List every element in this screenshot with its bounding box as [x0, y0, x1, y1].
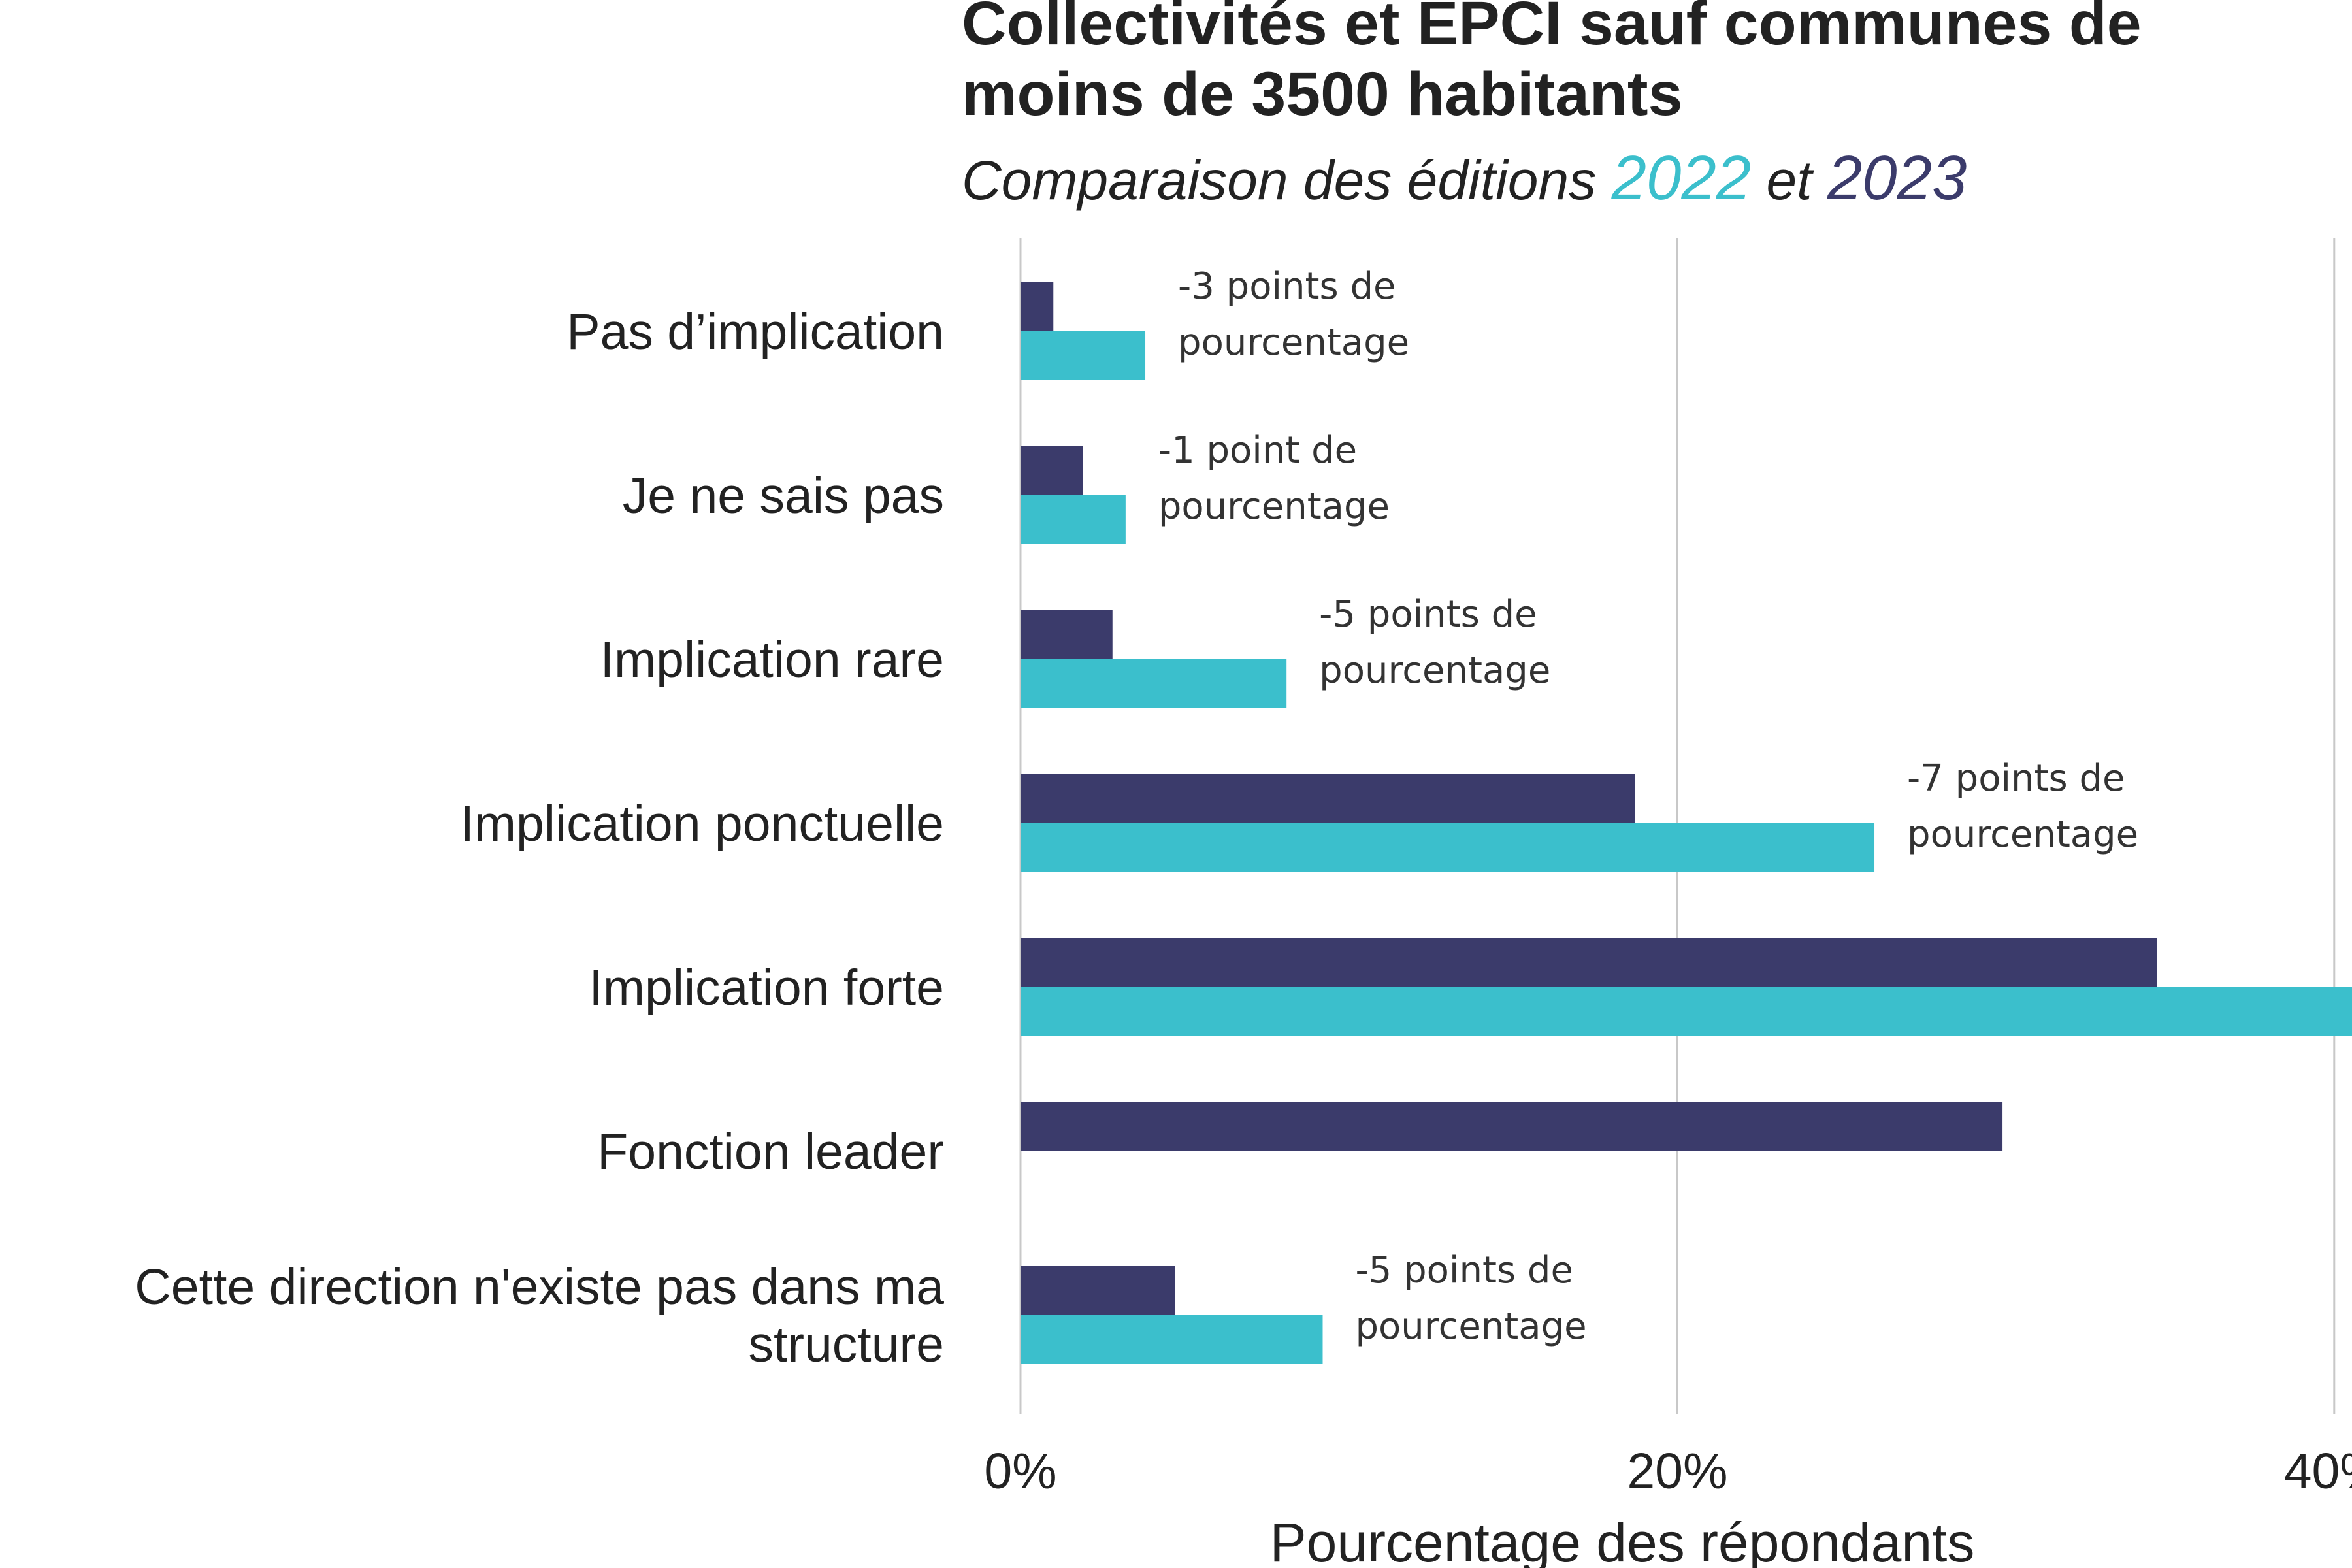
category-labels: Pas d’implication Je ne sais pas Implicati… [135, 304, 944, 1373]
bar-2023 [1021, 1266, 1175, 1315]
category-label-line: Cette direction n'existe pas dans ma [135, 1259, 944, 1315]
subtitle-year-2023: 2023 [1827, 143, 1967, 213]
annotations: -3 points de pourcentage -1 point de pource… [1158, 265, 2138, 1348]
bar-2023 [1021, 446, 1083, 495]
change-annotation-line: pourcentage [1178, 321, 1409, 364]
bar-2023 [1021, 938, 2157, 987]
subtitle-year-2022: 2022 [1611, 143, 1752, 213]
category-label: Implication rare [600, 632, 944, 688]
bar-2022 [1021, 659, 1287, 708]
change-annotation-line: pourcentage [1355, 1305, 1586, 1348]
change-annotation: -7 points de pourcentage [1907, 757, 2138, 856]
category-label-line: Pas d’implication [566, 304, 944, 360]
category-label-line: Je ne sais pas [623, 468, 944, 524]
x-tick-label: 40% [2284, 1443, 2352, 1499]
change-annotation-line: -7 points de [1907, 757, 2125, 800]
change-annotation-line: -1 point de [1158, 429, 1357, 472]
category-label: Fonction leader [597, 1124, 944, 1180]
change-annotation-line: -5 points de [1319, 593, 1537, 636]
bar-2022 [1021, 987, 2352, 1036]
bars [1021, 282, 2352, 1364]
category-label: Cette direction n'existe pas dans ma stru… [135, 1259, 944, 1373]
bar-2023 [1021, 774, 1635, 823]
x-axis-ticks: 0%20%40%60% [984, 1443, 2352, 1499]
subtitle-middle: et [1751, 150, 1827, 211]
bar-2023 [1021, 1102, 2003, 1151]
change-annotation-line: -3 points de [1178, 265, 1396, 308]
category-label-line: Implication ponctuelle [461, 796, 945, 852]
x-tick-label: 0% [984, 1443, 1056, 1499]
change-annotation: -5 points de pourcentage [1319, 593, 1550, 692]
bar-2022 [1021, 1315, 1323, 1364]
change-annotation: -1 point de pourcentage [1158, 429, 1390, 528]
bar-2023 [1021, 610, 1113, 659]
category-label: Implication forte [589, 960, 944, 1016]
chart-title: Collectivités et EPCI sauf communes de m… [962, 0, 2142, 129]
category-label-line: structure [748, 1316, 944, 1373]
change-annotation: -3 points de pourcentage [1178, 265, 1409, 364]
change-annotation-line: -5 points de [1355, 1249, 1573, 1292]
bar-2022 [1021, 495, 1126, 544]
category-label-line: Fonction leader [597, 1124, 944, 1180]
category-label: Implication ponctuelle [461, 796, 945, 852]
category-label-line: Implication forte [589, 960, 944, 1016]
chart-subtitle: Comparaison des éditions 2022 et 2023 [962, 142, 1967, 216]
category-label: Pas d’implication [566, 304, 944, 360]
category-label: Je ne sais pas [623, 468, 944, 524]
change-annotation-line: pourcentage [1907, 813, 2138, 856]
bar-2023 [1021, 282, 1054, 331]
x-tick-label: 20% [1627, 1443, 1727, 1499]
category-label-line: Implication rare [600, 632, 944, 688]
bar-2022 [1021, 331, 1146, 380]
change-annotation-line: pourcentage [1319, 649, 1550, 692]
subtitle-prefix: Comparaison des éditions [962, 150, 1612, 211]
change-annotation-line: pourcentage [1158, 485, 1390, 528]
x-axis-title: Pourcentage des répondants [1270, 1512, 1975, 1568]
bar-2022 [1021, 823, 1875, 872]
change-annotation: -5 points de pourcentage [1355, 1249, 1586, 1348]
